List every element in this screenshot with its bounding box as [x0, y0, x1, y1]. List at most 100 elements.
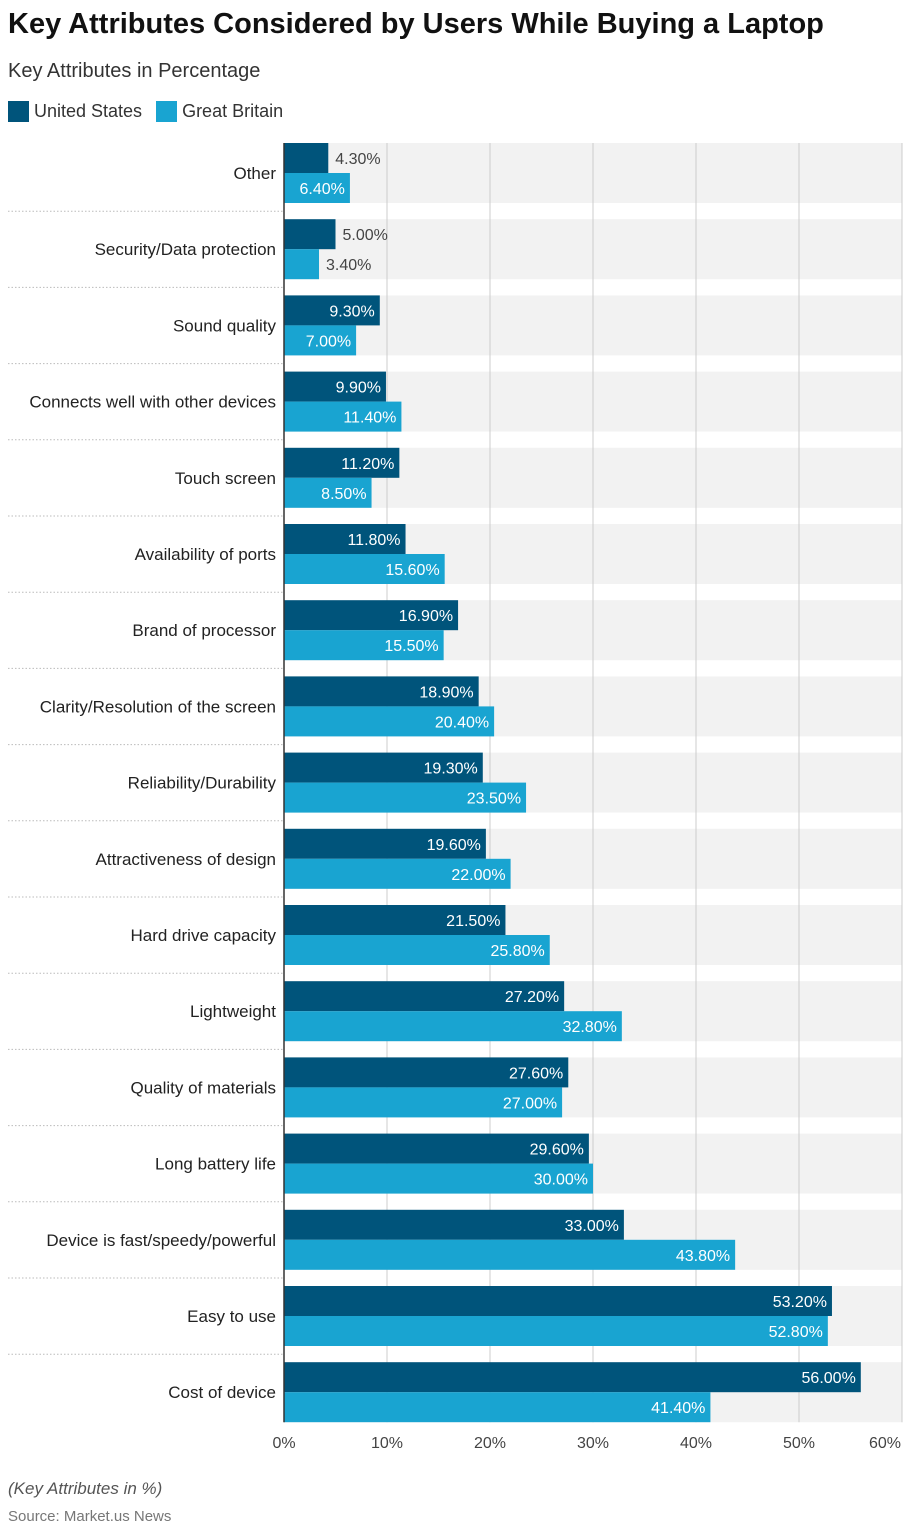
- data-label: 56.00%: [802, 1370, 856, 1387]
- data-label: 11.40%: [343, 410, 396, 427]
- bar-us: [284, 1362, 861, 1393]
- data-label: 8.50%: [321, 486, 366, 503]
- data-label: 29.60%: [530, 1142, 584, 1159]
- bar-us: [284, 676, 479, 707]
- data-label: 30.00%: [534, 1172, 588, 1189]
- chart-note: (Key Attributes in %): [8, 1479, 163, 1498]
- legend-swatch-us: [8, 101, 29, 122]
- bar-gb: [284, 1011, 622, 1042]
- data-label: 4.30%: [335, 151, 380, 168]
- data-label: 9.30%: [329, 303, 374, 320]
- data-label: 5.00%: [343, 227, 388, 244]
- category-label: Quality of materials: [131, 1078, 277, 1097]
- bar-us: [284, 1133, 589, 1164]
- legend-label-us: United States: [34, 101, 143, 121]
- data-label: 23.50%: [467, 791, 521, 808]
- category-label: Long battery life: [155, 1155, 276, 1174]
- category-label: Security/Data protection: [95, 240, 276, 259]
- bar-gb: [284, 1163, 593, 1194]
- data-label: 19.30%: [424, 761, 478, 778]
- data-label: 11.20%: [341, 456, 394, 473]
- bar-gb: [284, 1392, 711, 1423]
- data-label: 41.40%: [651, 1400, 705, 1417]
- bar-gb: [284, 706, 495, 737]
- data-label: 43.80%: [676, 1248, 730, 1265]
- data-label: 15.50%: [384, 638, 438, 655]
- x-tick-label: 30%: [577, 1435, 609, 1452]
- data-label: 27.20%: [505, 989, 559, 1006]
- data-label: 27.00%: [503, 1095, 557, 1112]
- data-label: 19.60%: [427, 837, 481, 854]
- category-label: Availability of ports: [135, 545, 276, 564]
- bar-gb: [284, 325, 357, 356]
- data-label: 7.00%: [306, 333, 351, 350]
- bar-us: [284, 1209, 624, 1240]
- x-tick-label: 20%: [474, 1435, 506, 1452]
- bar-us: [284, 143, 329, 173]
- legend-item-us[interactable]: United States: [8, 101, 142, 122]
- category-label: Brand of processor: [132, 621, 276, 640]
- bar-us: [284, 981, 565, 1012]
- legend: United States Great Britain: [8, 101, 283, 122]
- bar-gb: [284, 935, 550, 965]
- bar-gb: [284, 401, 402, 432]
- x-tick-label: 10%: [371, 1435, 403, 1452]
- data-label: 6.40%: [300, 181, 345, 198]
- data-label: 18.90%: [419, 684, 473, 701]
- chart-subtitle: Key Attributes in Percentage: [8, 60, 261, 82]
- bar-gb: [284, 173, 350, 203]
- bar-us: [284, 371, 386, 402]
- data-label: 33.00%: [565, 1218, 619, 1235]
- category-label: Cost of device: [168, 1383, 276, 1402]
- data-label: 20.40%: [435, 714, 489, 731]
- bar-gb: [284, 1239, 736, 1270]
- bar-us: [284, 524, 406, 554]
- category-label: Clarity/Resolution of the screen: [40, 697, 276, 716]
- category-label: Reliability/Durability: [128, 774, 277, 793]
- data-label: 52.80%: [769, 1324, 823, 1341]
- category-label: Connects well with other devices: [29, 393, 276, 412]
- legend-item-gb[interactable]: Great Britain: [156, 101, 283, 122]
- bar-gb: [284, 477, 372, 508]
- data-label: 32.80%: [563, 1019, 617, 1036]
- category-label: Lightweight: [190, 1002, 276, 1021]
- bar-gb: [284, 630, 444, 661]
- bar-us: [284, 219, 336, 250]
- x-tick-label: 60%: [869, 1435, 901, 1452]
- data-label: 21.50%: [446, 913, 500, 930]
- data-label: 11.80%: [347, 532, 400, 549]
- category-label: Other: [233, 164, 276, 183]
- bar-us: [284, 295, 380, 326]
- data-label: 27.60%: [509, 1065, 563, 1082]
- data-label: 25.80%: [490, 943, 544, 960]
- bar-us: [284, 447, 400, 478]
- bar-gb: [284, 1316, 828, 1346]
- category-label: Sound quality: [173, 316, 277, 335]
- x-tick-label: 50%: [783, 1435, 815, 1452]
- category-label: Touch screen: [175, 469, 276, 488]
- data-label: 22.00%: [451, 867, 505, 884]
- category-label: Easy to use: [187, 1307, 276, 1326]
- chart-title: Key Attributes Considered by Users While…: [8, 8, 824, 40]
- bar-gb: [284, 858, 511, 889]
- chart-source: Source: Market.us News: [8, 1508, 172, 1525]
- bar-gb: [284, 554, 445, 584]
- data-label: 15.60%: [385, 562, 439, 579]
- x-tick-label: 40%: [680, 1435, 712, 1452]
- category-label: Hard drive capacity: [130, 926, 276, 945]
- bar-us: [284, 600, 459, 631]
- bar-us: [284, 905, 506, 935]
- data-label: 9.90%: [336, 380, 381, 397]
- data-label: 3.40%: [326, 257, 371, 274]
- bar-us: [284, 1057, 569, 1088]
- bar-us: [284, 828, 486, 859]
- x-tick-label: 0%: [272, 1435, 295, 1452]
- category-label: Device is fast/speedy/powerful: [46, 1231, 276, 1250]
- bar-gb: [284, 1087, 563, 1118]
- legend-label-gb: Great Britain: [182, 101, 284, 121]
- category-label: Attractiveness of design: [96, 850, 276, 869]
- legend-swatch-gb: [156, 101, 178, 122]
- bar-gb: [284, 249, 320, 280]
- bar-gb: [284, 782, 527, 813]
